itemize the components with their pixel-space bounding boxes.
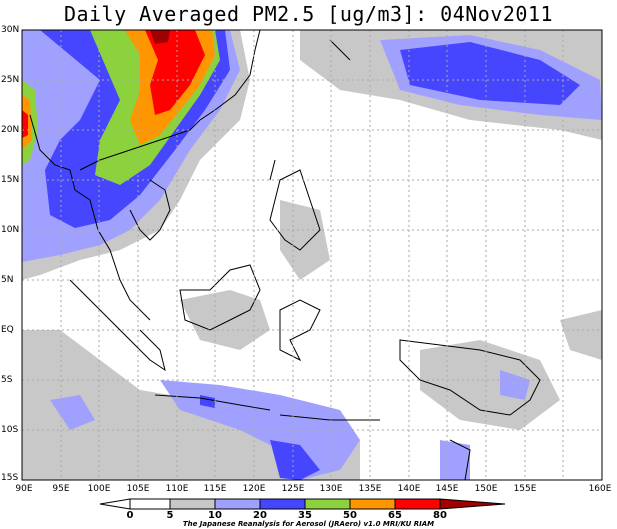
lon-label: 125E bbox=[281, 484, 305, 494]
pm25-blue-region bbox=[400, 42, 580, 105]
colorbar-segment bbox=[214, 498, 261, 510]
lon-label: 115E bbox=[203, 484, 227, 494]
lat-label: 15N bbox=[1, 175, 20, 185]
colorbar-tick: 10 bbox=[208, 510, 222, 521]
colorbar-tick: 65 bbox=[388, 510, 402, 521]
colorbar-tick: 50 bbox=[343, 510, 357, 521]
pm25-grey-region bbox=[420, 340, 560, 430]
lon-label: 135E bbox=[358, 484, 382, 494]
colorbar-segment bbox=[349, 498, 396, 510]
lon-label: 120E bbox=[242, 484, 266, 494]
lon-label: 140E bbox=[397, 484, 421, 494]
colorbar-segment bbox=[439, 498, 506, 510]
lat-label: 30N bbox=[1, 25, 20, 35]
lat-label: 20N bbox=[1, 125, 20, 135]
colorbar-segment bbox=[99, 498, 131, 510]
pm25-red-region bbox=[22, 110, 28, 138]
colorbar-segment bbox=[304, 498, 351, 510]
lat-label: 25N bbox=[1, 75, 20, 85]
credit-line: The Japanese Reanalysis for Aerosol (JRA… bbox=[182, 520, 435, 528]
lon-label: 90E bbox=[15, 484, 33, 494]
lon-label: 150E bbox=[474, 484, 498, 494]
lat-label: EQ bbox=[1, 325, 14, 335]
colorbar-segment bbox=[394, 498, 441, 510]
map-title: Daily Averaged PM2.5 [ug/m3]: 04Nov2011 bbox=[63, 2, 554, 26]
lon-label: 100E bbox=[87, 484, 111, 494]
lat-label: 10S bbox=[1, 425, 19, 435]
lon-label: 110E bbox=[165, 484, 189, 494]
pm25-lightblue-region bbox=[500, 370, 530, 400]
pm25-grey-region bbox=[180, 290, 270, 350]
lat-label: 5S bbox=[1, 375, 13, 385]
pm25-lightblue-region bbox=[50, 395, 95, 430]
colorbar-tick: 20 bbox=[253, 510, 267, 521]
colorbar-tick: 80 bbox=[433, 510, 447, 521]
pm25-blue-region bbox=[270, 440, 320, 480]
lon-label: 105E bbox=[126, 484, 150, 494]
colorbar-tick: 35 bbox=[298, 510, 312, 521]
grid bbox=[22, 30, 602, 480]
colorbar bbox=[99, 498, 506, 510]
lon-label: 160E bbox=[588, 484, 612, 494]
lon-label: 95E bbox=[52, 484, 70, 494]
pm25-darkred-region bbox=[150, 30, 170, 44]
lat-label: 15S bbox=[1, 473, 19, 483]
coastlines bbox=[29, 30, 541, 480]
colorbar-segment bbox=[129, 498, 171, 510]
lon-label: 155E bbox=[513, 484, 537, 494]
pm25-red-region bbox=[145, 30, 205, 115]
lat-label: 10N bbox=[1, 225, 20, 235]
plot-frame bbox=[21, 29, 603, 481]
colorbar-segment bbox=[169, 498, 216, 510]
pm25-grey-region bbox=[560, 310, 602, 360]
lon-label: 145E bbox=[435, 484, 459, 494]
lon-label: 130E bbox=[319, 484, 343, 494]
colorbar-tick: 0 bbox=[126, 510, 134, 521]
pm25-field bbox=[22, 30, 602, 480]
colorbar-tick: 5 bbox=[166, 510, 174, 521]
colorbar-segment bbox=[259, 498, 306, 510]
lat-label: 5N bbox=[1, 275, 14, 285]
